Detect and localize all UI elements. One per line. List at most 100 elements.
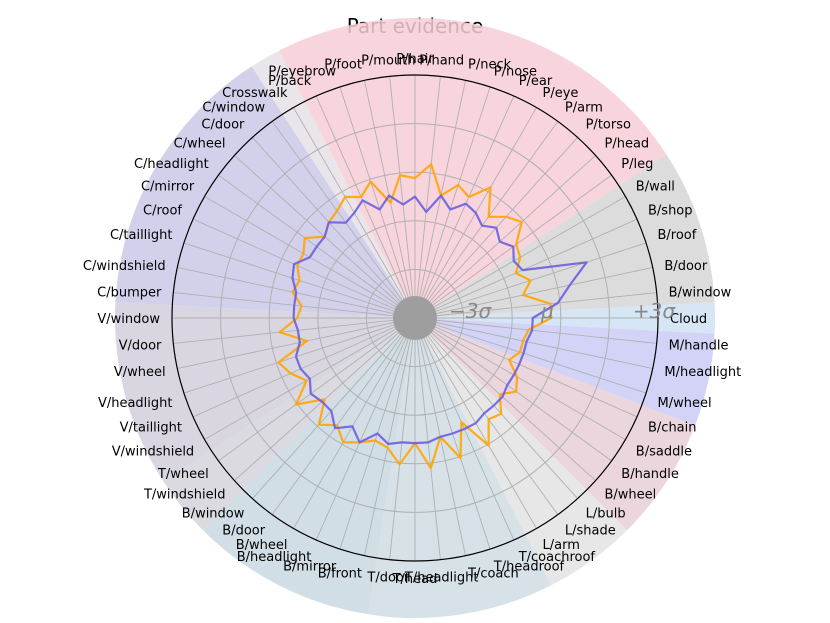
grid-spoke-21 xyxy=(271,121,416,319)
grid-spoke-59 xyxy=(414,317,657,344)
category-label: P/hair xyxy=(396,52,434,67)
category-label: Cloud xyxy=(670,312,707,327)
grid-spoke-17 xyxy=(364,80,416,319)
category-label: M/headlight xyxy=(664,365,741,380)
category-label: B/roof xyxy=(658,228,697,243)
category-label: B/window xyxy=(669,285,732,300)
grid-spoke-34 xyxy=(192,317,416,418)
category-label: B/window xyxy=(182,507,245,522)
category-label: V/headlight xyxy=(98,396,173,411)
category-label: C/mirror xyxy=(141,180,195,195)
category-label: P/eye xyxy=(543,86,579,101)
category-label: T/headroof xyxy=(493,560,565,575)
category-label: V/wheel xyxy=(114,365,166,380)
grid-spoke-1 xyxy=(414,292,657,319)
grid-spoke-46 xyxy=(414,317,441,560)
category-labels: Cloud B/window B/door B/roof B/shop B/wall P/l… xyxy=(83,52,741,587)
grid-spoke-40 xyxy=(293,317,416,529)
grid-spoke-52 xyxy=(414,317,578,499)
series-line-1 xyxy=(291,194,588,446)
radial-label-2: +3σ xyxy=(633,299,676,323)
grid-spoke-38 xyxy=(252,317,416,499)
category-label: Crosswalk xyxy=(222,86,288,101)
group-wedge-6 xyxy=(163,318,415,531)
category-label: B/wheel xyxy=(605,488,657,503)
category-label: P/eyebrow xyxy=(268,65,336,80)
grid-spoke-56 xyxy=(414,317,638,418)
grid-spoke-32 xyxy=(177,317,416,369)
category-label: T/coachroof xyxy=(518,550,596,565)
category-label: T/wheel xyxy=(157,467,209,482)
grid-spoke-16 xyxy=(389,76,416,319)
grid-spoke-58 xyxy=(414,317,653,369)
grid-spoke-26 xyxy=(192,218,416,319)
grid-spoke-7 xyxy=(414,155,596,319)
category-label: B/mirror xyxy=(283,560,337,575)
grid-spoke-22 xyxy=(252,137,416,319)
grid-spoke-18 xyxy=(339,86,416,319)
grid-spoke-41 xyxy=(315,317,416,541)
category-label: C/window xyxy=(202,101,265,116)
category-label: V/door xyxy=(119,339,162,354)
category-label: B/wheel xyxy=(236,538,288,553)
grid-spoke-33 xyxy=(183,317,416,394)
category-label: C/headlight xyxy=(134,157,209,172)
category-label: V/window xyxy=(97,312,160,327)
category-label: M/wheel xyxy=(658,396,712,411)
grid-spoke-13 xyxy=(414,80,466,319)
grid-spoke-2 xyxy=(414,267,653,319)
group-wedge-2 xyxy=(278,18,667,318)
category-label: C/bumper xyxy=(97,285,162,300)
center-hole xyxy=(393,296,437,340)
grid-spoke-14 xyxy=(414,76,441,319)
group-wedge-11 xyxy=(415,318,715,426)
category-label: T/door xyxy=(366,571,409,586)
radial-label-0: −3σ xyxy=(449,299,492,323)
series-line-0 xyxy=(277,163,553,470)
grid-spoke-39 xyxy=(271,317,416,515)
category-label: C/taillight xyxy=(110,228,173,243)
group-wedge-3 xyxy=(251,50,415,318)
grid-spoke-44 xyxy=(389,317,416,560)
category-label: P/back xyxy=(268,74,312,89)
category-label: P/leg xyxy=(621,157,653,172)
category-label: T/headlight xyxy=(404,571,479,586)
category-label: P/nose xyxy=(494,65,537,80)
group-wedge-7 xyxy=(202,318,415,615)
category-label: C/roof xyxy=(143,203,182,218)
grid-spoke-31 xyxy=(173,317,416,344)
group-wedge-4 xyxy=(115,66,416,318)
category-label: B/chain xyxy=(648,421,697,436)
outer-circle xyxy=(171,74,659,562)
series-lines xyxy=(277,163,588,470)
category-label: P/head xyxy=(605,136,650,151)
group-wedge-1 xyxy=(415,154,715,318)
category-label: P/ear xyxy=(519,74,553,89)
category-label: L/bulb xyxy=(586,507,626,522)
category-label: B/door xyxy=(664,259,707,274)
grid-spoke-54 xyxy=(414,317,612,462)
grid-spoke-51 xyxy=(414,317,559,515)
grid-spoke-36 xyxy=(218,317,416,462)
category-label: B/front xyxy=(318,566,362,581)
grid-spoke-19 xyxy=(315,95,416,319)
grid-spoke-57 xyxy=(414,317,647,394)
group-wedge-10 xyxy=(415,318,696,531)
category-label: P/foot xyxy=(324,58,362,73)
radial-label-1: μ xyxy=(540,299,554,323)
category-label: T/windshield xyxy=(143,488,226,503)
category-label: B/saddle xyxy=(636,445,692,460)
grid-spoke-12 xyxy=(414,86,491,319)
grid-spoke-55 xyxy=(414,317,626,440)
category-label: B/shop xyxy=(648,203,693,218)
category-label: T/coach xyxy=(467,566,519,581)
category-label: P/hand xyxy=(419,53,464,68)
category-label: P/neck xyxy=(468,58,512,73)
grid-spoke-9 xyxy=(414,121,559,319)
category-label: V/windshield xyxy=(112,445,195,460)
category-label: B/wall xyxy=(636,180,675,195)
category-label: T/head xyxy=(392,572,438,587)
group-wedge-5 xyxy=(115,302,415,482)
category-label: C/door xyxy=(201,118,245,133)
